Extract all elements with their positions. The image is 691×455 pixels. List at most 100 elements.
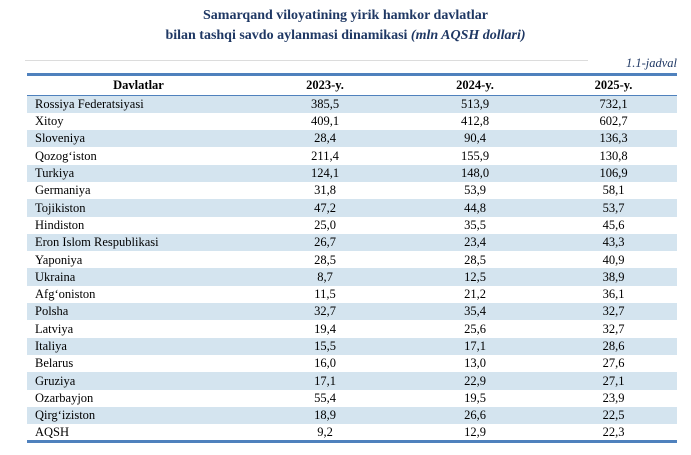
value-2025-cell: 27,6 bbox=[602, 356, 625, 371]
value-2025-cell: 43,3 bbox=[602, 235, 625, 250]
country-cell: Eron Islom Respublikasi bbox=[35, 235, 159, 250]
title-line-2-italic: (mln AQSH dollari) bbox=[410, 28, 526, 43]
table-row: AQSH 9,2 12,9 22,3 bbox=[27, 424, 677, 441]
value-2023-cell: 28,5 bbox=[314, 252, 336, 267]
table-row: Qozogʻiston 211,4 155,9 130,8 bbox=[27, 147, 677, 164]
column-header-2025: 2025-y. bbox=[594, 78, 633, 93]
table-row: Ozarbayjon 55,4 19,5 23,9 bbox=[27, 390, 677, 407]
value-2023-cell: 18,9 bbox=[314, 408, 336, 423]
value-2025-cell: 136,3 bbox=[599, 131, 628, 146]
value-2025-cell: 53,7 bbox=[602, 200, 625, 215]
value-2024-cell: 13,0 bbox=[464, 356, 486, 371]
value-2024-cell: 513,9 bbox=[460, 97, 490, 112]
value-2023-cell: 11,5 bbox=[314, 287, 336, 302]
value-2023-cell: 55,4 bbox=[314, 390, 336, 405]
country-cell: Belarus bbox=[35, 356, 74, 371]
country-cell: Rossiya Federatsiyasi bbox=[35, 97, 144, 112]
country-cell: Hindiston bbox=[35, 217, 85, 232]
value-2024-cell: 44,8 bbox=[464, 200, 486, 215]
table-row: Latviya 19,4 25,6 32,7 bbox=[27, 320, 677, 337]
column-header-2024: 2024-y. bbox=[456, 78, 494, 93]
value-2025-cell: 130,8 bbox=[599, 148, 628, 163]
value-2024-cell: 17,1 bbox=[464, 339, 486, 354]
value-2023-cell: 28,4 bbox=[314, 131, 336, 146]
table-row: Eron Islom Respublikasi 26,7 23,4 43,3 bbox=[27, 233, 677, 252]
country-cell: Tojikiston bbox=[35, 200, 86, 215]
table-row: Hindiston 25,0 35,5 45,6 bbox=[27, 217, 677, 234]
value-2024-cell: 28,5 bbox=[464, 252, 486, 267]
trade-table: Davlatlar 2023-y. 2024-y. 2025-y. Rossiy… bbox=[27, 73, 677, 443]
value-2025-cell: 38,9 bbox=[602, 269, 625, 284]
country-cell: Sloveniya bbox=[35, 131, 85, 146]
country-cell: Yaponiya bbox=[35, 252, 83, 267]
country-cell: AQSH bbox=[35, 424, 70, 439]
value-2025-cell: 22,3 bbox=[602, 424, 625, 439]
value-2025-cell: 32,7 bbox=[602, 321, 625, 336]
value-2025-cell: 732,1 bbox=[599, 97, 628, 112]
value-2025-cell: 22,5 bbox=[602, 408, 625, 423]
value-2024-cell: 21,2 bbox=[464, 287, 486, 302]
country-cell: Afgʻoniston bbox=[35, 287, 96, 302]
value-2024-cell: 23,4 bbox=[464, 235, 486, 250]
country-cell: Latviya bbox=[35, 321, 74, 336]
value-2023-cell: 32,7 bbox=[314, 304, 336, 319]
table-row: Sloveniya 28,4 90,4 136,3 bbox=[27, 130, 677, 148]
value-2025-cell: 28,6 bbox=[602, 339, 625, 354]
value-2023-cell: 17,1 bbox=[314, 373, 336, 388]
value-2024-cell: 19,5 bbox=[464, 390, 486, 405]
table-number-label: 1.1-jadval bbox=[625, 56, 677, 70]
column-header-davlatlar: Davlatlar bbox=[113, 78, 164, 93]
value-2024-cell: 90,4 bbox=[464, 131, 486, 146]
table-body: Rossiya Federatsiyasi 385,5 513,9 732,1 … bbox=[27, 95, 677, 442]
value-2025-cell: 27,1 bbox=[602, 373, 625, 388]
value-2025-cell: 32,7 bbox=[602, 304, 625, 319]
value-2023-cell: 16,0 bbox=[314, 356, 336, 371]
country-cell: Gruziya bbox=[35, 373, 76, 388]
value-2024-cell: 12,5 bbox=[464, 269, 486, 284]
value-2024-cell: 12,9 bbox=[464, 424, 486, 439]
value-2023-cell: 8,7 bbox=[317, 269, 333, 284]
value-2023-cell: 19,4 bbox=[314, 321, 336, 336]
value-2023-cell: 124,1 bbox=[310, 166, 340, 181]
page-title: Samarqand viloyatining yirik hamkor davl… bbox=[0, 0, 691, 46]
title-line-1: Samarqand viloyatining yirik hamkor davl… bbox=[203, 8, 488, 23]
value-2023-cell: 26,7 bbox=[314, 235, 336, 250]
table-row: Yaponiya 28,5 28,5 40,9 bbox=[27, 251, 677, 268]
value-2024-cell: 26,6 bbox=[464, 408, 486, 423]
country-cell: Qozogʻiston bbox=[35, 148, 97, 163]
value-2025-cell: 45,6 bbox=[602, 217, 625, 232]
country-cell: Ozarbayjon bbox=[35, 390, 94, 405]
value-2024-cell: 53,9 bbox=[464, 183, 486, 198]
country-cell: Qirgʻiziston bbox=[35, 408, 96, 423]
value-2024-cell: 22,9 bbox=[464, 373, 486, 388]
divider-line bbox=[25, 60, 588, 61]
table-row: Rossiya Federatsiyasi 385,5 513,9 732,1 bbox=[27, 95, 677, 113]
value-2024-cell: 35,5 bbox=[464, 217, 486, 232]
country-cell: Italiya bbox=[35, 339, 67, 354]
value-2025-cell: 40,9 bbox=[602, 252, 625, 267]
country-cell: Polsha bbox=[35, 304, 69, 319]
table-row: Gruziya 17,1 22,9 27,1 bbox=[27, 372, 677, 390]
value-2025-cell: 23,9 bbox=[602, 390, 625, 405]
value-2024-cell: 155,9 bbox=[460, 148, 490, 163]
country-cell: Turkiya bbox=[35, 166, 75, 181]
value-2023-cell: 211,4 bbox=[311, 148, 339, 163]
table-header-row: Davlatlar 2023-y. 2024-y. 2025-y. bbox=[27, 75, 677, 96]
table-row: Polsha 32,7 35,4 32,7 bbox=[27, 303, 677, 321]
value-2025-cell: 36,1 bbox=[602, 287, 625, 302]
value-2024-cell: 412,8 bbox=[460, 114, 490, 129]
table-row: Afgʻoniston 11,5 21,2 36,1 bbox=[27, 286, 677, 303]
title-line-2-regular: bilan tashqi savdo aylanmasi dinamikasi bbox=[165, 28, 411, 43]
country-cell: Ukraina bbox=[35, 269, 76, 284]
value-2024-cell: 148,0 bbox=[460, 166, 490, 181]
value-2024-cell: 35,4 bbox=[464, 304, 486, 319]
table-row: Tojikiston 47,2 44,8 53,7 bbox=[27, 199, 677, 217]
value-2025-cell: 106,9 bbox=[599, 166, 628, 181]
table-row: Ukraina 8,7 12,5 38,9 bbox=[27, 268, 677, 286]
value-2023-cell: 31,8 bbox=[314, 183, 336, 198]
value-2023-cell: 25,0 bbox=[314, 217, 336, 232]
value-2023-cell: 15,5 bbox=[314, 339, 336, 354]
value-2023-cell: 385,5 bbox=[310, 97, 340, 112]
value-2025-cell: 58,1 bbox=[602, 183, 625, 198]
value-2023-cell: 409,1 bbox=[310, 114, 340, 129]
